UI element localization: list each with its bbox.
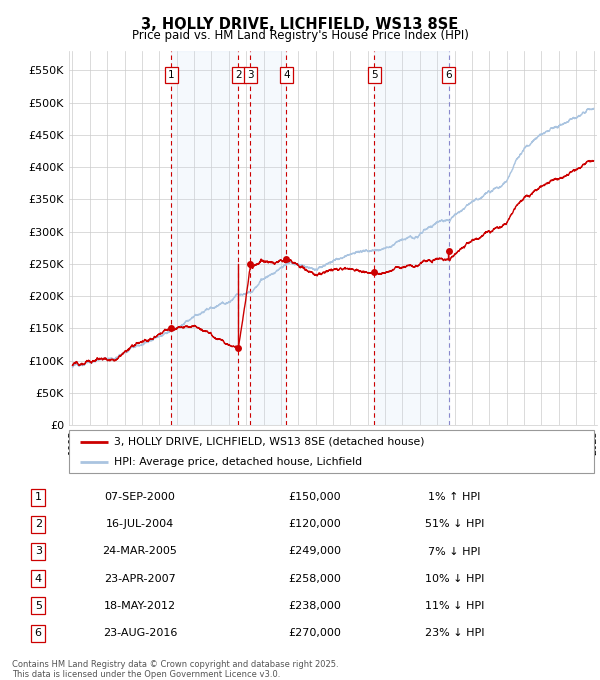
Bar bbox=[374, 51, 449, 425]
Bar bbox=[172, 51, 238, 425]
Text: 3: 3 bbox=[247, 70, 253, 80]
Text: 23% ↓ HPI: 23% ↓ HPI bbox=[425, 628, 484, 638]
Text: 3: 3 bbox=[35, 547, 41, 556]
Text: £150,000: £150,000 bbox=[289, 492, 341, 502]
Text: Price paid vs. HM Land Registry's House Price Index (HPI): Price paid vs. HM Land Registry's House … bbox=[131, 29, 469, 41]
Text: 1: 1 bbox=[35, 492, 41, 502]
FancyBboxPatch shape bbox=[69, 430, 594, 473]
Text: £120,000: £120,000 bbox=[288, 520, 341, 529]
Text: £249,000: £249,000 bbox=[288, 547, 341, 556]
Text: 10% ↓ HPI: 10% ↓ HPI bbox=[425, 574, 484, 583]
Text: 6: 6 bbox=[445, 70, 452, 80]
Text: 24-MAR-2005: 24-MAR-2005 bbox=[103, 547, 178, 556]
Text: 51% ↓ HPI: 51% ↓ HPI bbox=[425, 520, 484, 529]
Text: 07-SEP-2000: 07-SEP-2000 bbox=[104, 492, 175, 502]
Text: 3, HOLLY DRIVE, LICHFIELD, WS13 8SE: 3, HOLLY DRIVE, LICHFIELD, WS13 8SE bbox=[142, 17, 458, 32]
Text: 2: 2 bbox=[235, 70, 241, 80]
Text: 16-JUL-2004: 16-JUL-2004 bbox=[106, 520, 174, 529]
Text: 5: 5 bbox=[371, 70, 377, 80]
Text: £238,000: £238,000 bbox=[288, 601, 341, 611]
Text: 1: 1 bbox=[168, 70, 175, 80]
Text: 23-APR-2007: 23-APR-2007 bbox=[104, 574, 176, 583]
Text: 23-AUG-2016: 23-AUG-2016 bbox=[103, 628, 177, 638]
Text: £258,000: £258,000 bbox=[288, 574, 341, 583]
Text: 7% ↓ HPI: 7% ↓ HPI bbox=[428, 547, 481, 556]
Text: 2: 2 bbox=[35, 520, 42, 529]
Text: 4: 4 bbox=[283, 70, 290, 80]
Text: 4: 4 bbox=[35, 574, 42, 583]
Text: 11% ↓ HPI: 11% ↓ HPI bbox=[425, 601, 484, 611]
Text: 3, HOLLY DRIVE, LICHFIELD, WS13 8SE (detached house): 3, HOLLY DRIVE, LICHFIELD, WS13 8SE (det… bbox=[113, 437, 424, 447]
Bar bbox=[250, 51, 286, 425]
Text: 6: 6 bbox=[35, 628, 41, 638]
Text: £270,000: £270,000 bbox=[288, 628, 341, 638]
Text: 5: 5 bbox=[35, 601, 41, 611]
Text: HPI: Average price, detached house, Lichfield: HPI: Average price, detached house, Lich… bbox=[113, 457, 362, 467]
Text: 1% ↑ HPI: 1% ↑ HPI bbox=[428, 492, 481, 502]
Text: 18-MAY-2012: 18-MAY-2012 bbox=[104, 601, 176, 611]
Text: Contains HM Land Registry data © Crown copyright and database right 2025.
This d: Contains HM Land Registry data © Crown c… bbox=[12, 660, 338, 679]
